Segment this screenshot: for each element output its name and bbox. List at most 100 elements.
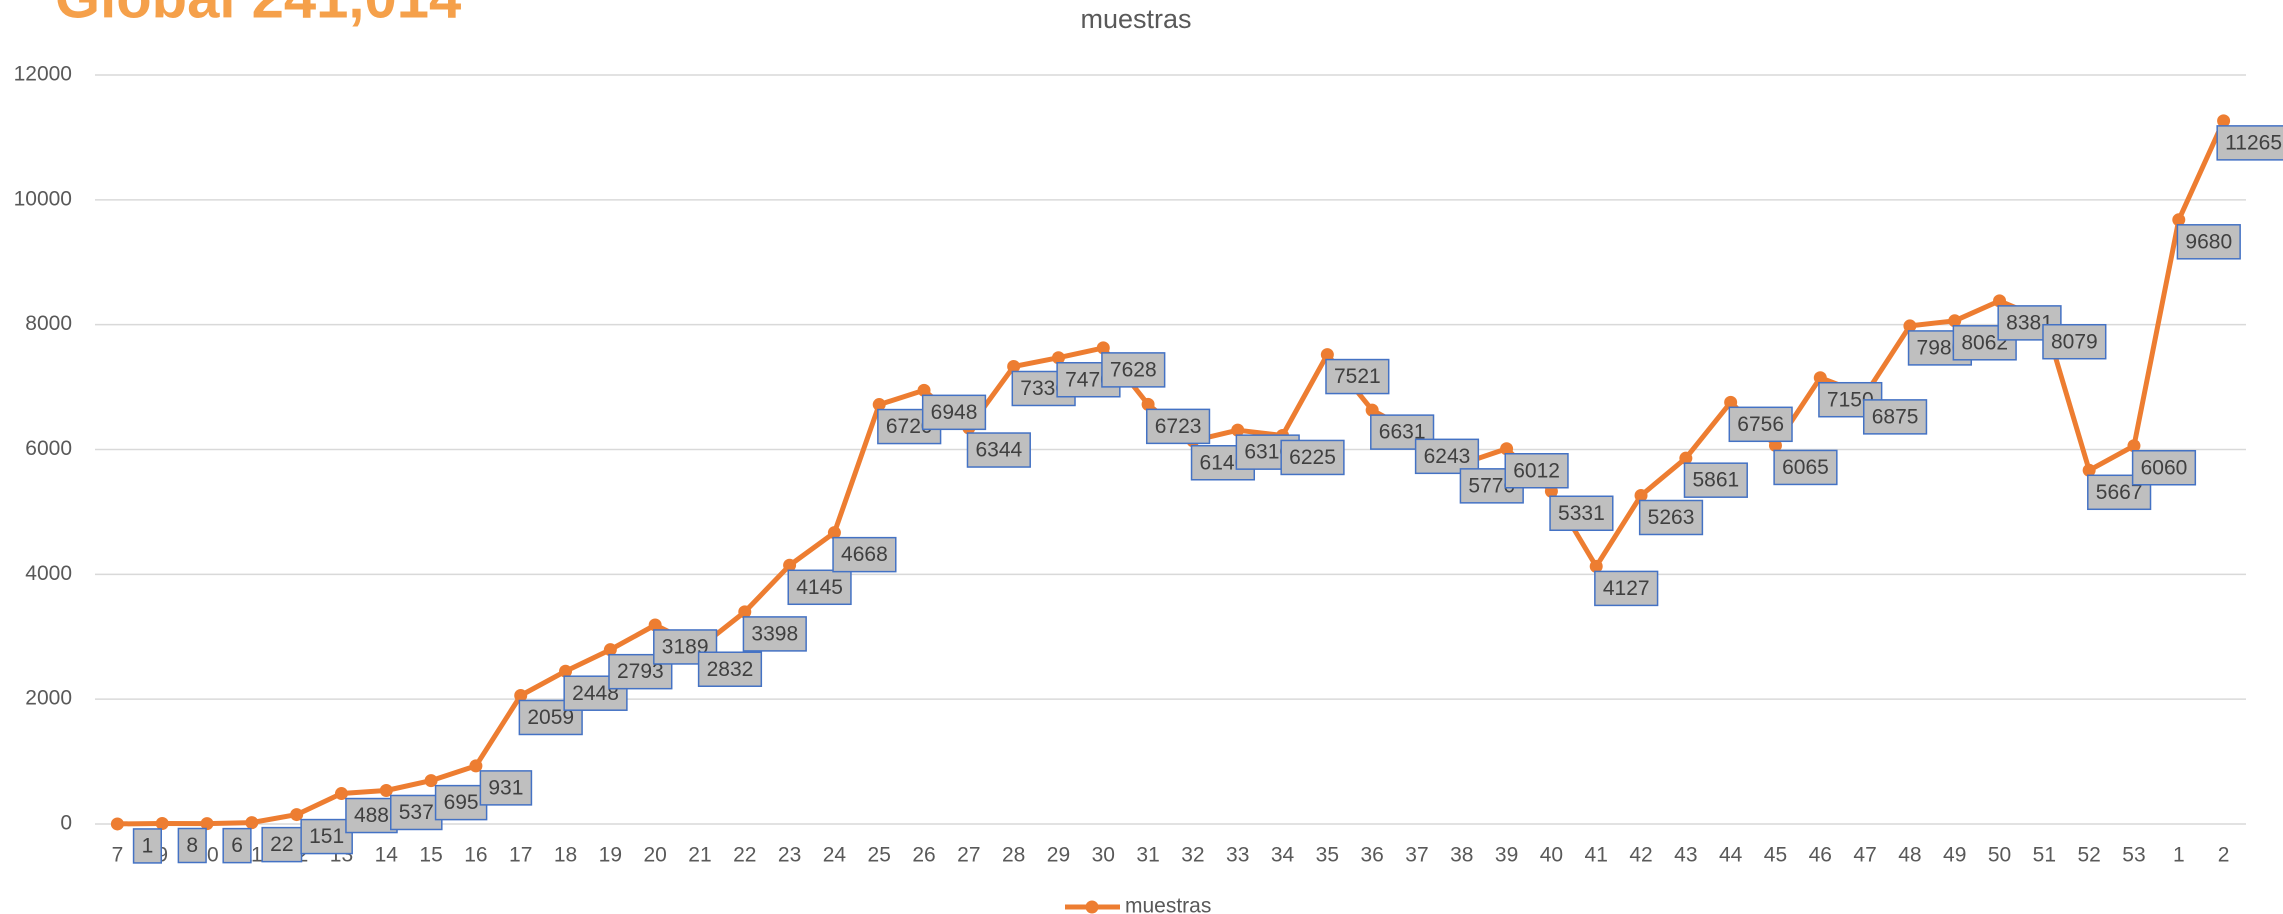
data-label-text: 6344 [975,439,1022,462]
point [514,688,528,702]
data-label-text: 537 [399,801,434,824]
point [290,808,304,822]
point [827,526,841,540]
data-label-text: 6065 [1782,456,1829,479]
data-label-text: 5263 [1648,506,1695,529]
data-label-box [1638,499,1704,536]
data-label-box [2131,450,2197,486]
y-tick-label: 2000 [25,687,72,710]
data-label-box [697,651,763,687]
data-label-box [1414,438,1480,475]
data-label-text: 8062 [1961,331,2008,354]
data-label-box [832,536,897,573]
point [200,817,214,831]
data-label-box [434,784,488,821]
x-tick-label: 22 [733,844,756,867]
data-label-text: 6140 [1200,451,1247,474]
x-tick-label: 38 [1450,844,1473,867]
point [738,605,752,619]
data-label-text: 488 [354,804,389,827]
point [1589,559,1603,573]
data-label: 6723 [1145,408,1211,445]
data-label: 488 [345,797,398,834]
data-label: 6012 [1504,453,1569,489]
y-tick-label: 10000 [14,187,72,210]
x-tick-label: 25 [868,844,891,867]
data-label: 6948 [921,394,987,431]
point [1320,348,1334,362]
data-label-text: 6756 [1737,413,1784,436]
data-label-box [479,770,533,806]
point [379,783,393,797]
x-tick-label: 2 [2218,844,2230,867]
x-tick-label: 35 [1316,844,1339,867]
x-tick-label: 53 [2122,844,2145,867]
data-label-box [300,818,353,855]
data-label-text: 2832 [707,658,754,681]
x-tick-label: 51 [2033,844,2056,867]
point [1500,442,1514,456]
data-label: 11265 [2216,125,2283,161]
x-tick-label: 49 [1943,844,1966,867]
data-label-text: 11265 [2225,131,2282,154]
x-tick-label: 34 [1271,844,1295,867]
point [245,816,259,830]
y-tick-label: 4000 [25,562,72,585]
x-tick-label: 32 [1181,844,1204,867]
data-label-box [1504,453,1569,489]
point [1813,371,1827,385]
data-label-text: 6875 [1872,405,1919,428]
data-label-text: 3398 [751,622,798,645]
data-label: 7628 [1101,352,1166,388]
data-label-text: 6310 [1244,441,1291,464]
x-tick-label: 47 [1853,844,1876,867]
point [1096,341,1110,355]
x-tick-label: 41 [1585,844,1608,867]
data-label: 8 [177,827,207,864]
data-label: 151 [300,818,353,855]
data-label-text: 6060 [2141,456,2188,479]
data-label-text: 695 [444,791,479,814]
x-tick-label: 27 [957,844,980,867]
x-tick-label: 1 [2173,844,2185,867]
point [559,664,573,678]
point [1768,438,1782,452]
point [334,787,348,801]
data-label-text: 6225 [1289,446,1336,469]
x-tick-label: 42 [1629,844,1652,867]
data-label-text: 6723 [1155,415,1202,438]
data-label-box [345,797,398,834]
point [1365,403,1379,417]
data-label: 537 [390,794,443,831]
chart-title: muestras [1080,4,1191,34]
data-label-box [2042,323,2107,360]
data-label-box [177,827,207,864]
data-label-text: 7521 [1334,365,1381,388]
data-label: 6 [222,827,252,864]
data-label-box [1594,570,1659,607]
data-label-text: 5331 [1558,502,1605,525]
x-tick-label: 43 [1674,844,1697,867]
point [917,383,931,397]
data-label: 6875 [1862,399,1928,435]
data-label-box [1145,408,1211,445]
x-tick-label: 24 [823,844,847,867]
data-label: 6756 [1728,406,1793,443]
data-label-box [1549,495,1614,532]
data-label-text: 8 [186,834,198,857]
x-tick-label: 39 [1495,844,1518,867]
data-label: 4145 [787,569,852,606]
data-label-text: 8381 [2006,311,2053,334]
point [1679,451,1693,465]
point [603,643,617,657]
data-label: 9680 [2176,224,2241,260]
data-label: 6344 [966,432,1031,468]
point [1141,397,1155,411]
data-label-text: 7150 [1827,388,1874,411]
data-label: 4127 [1594,570,1659,607]
x-tick-label: 29 [1047,844,1070,867]
y-tick-label: 0 [60,812,72,835]
point [1051,351,1065,365]
point [110,817,124,831]
